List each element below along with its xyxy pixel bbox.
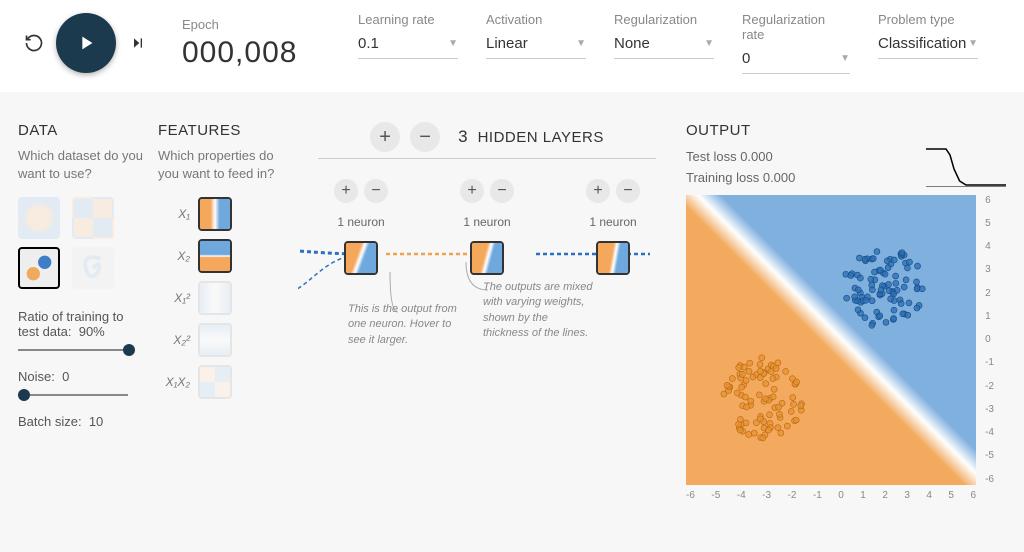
features-section: FEATURES Which properties do you want to… bbox=[158, 122, 288, 542]
output-title: OUTPUT bbox=[686, 122, 1006, 139]
feature-label: X₁ bbox=[158, 207, 190, 221]
remove-layer-button[interactable]: − bbox=[410, 122, 440, 152]
neuron-node[interactable] bbox=[470, 241, 504, 275]
hidden-layer-1: +− 1 neuron bbox=[334, 179, 388, 275]
feature-X₁²[interactable]: X₁² bbox=[158, 281, 288, 315]
param-select[interactable]: Linear▼ bbox=[486, 31, 586, 59]
param-problem-type: Problem type Classification▼ bbox=[878, 12, 978, 74]
features-title: FEATURES bbox=[158, 122, 288, 139]
dataset-picker bbox=[18, 197, 118, 289]
main: DATA Which dataset do you want to use? R… bbox=[0, 92, 1024, 552]
topbar: Epoch 000,008 Learning rate 0.1▼ Activati… bbox=[0, 0, 1024, 92]
add-neuron-button[interactable]: + bbox=[334, 179, 358, 203]
feature-label: X₁² bbox=[158, 291, 190, 305]
param-select[interactable]: 0.1▼ bbox=[358, 31, 458, 59]
hidden-layers-label: HIDDEN LAYERS bbox=[478, 129, 604, 146]
param-regularization: Regularization None▼ bbox=[614, 12, 714, 74]
feature-X₂[interactable]: X₂ bbox=[158, 239, 288, 273]
feature-node[interactable] bbox=[198, 281, 232, 315]
step-button[interactable] bbox=[122, 27, 154, 59]
feature-X₁X₂[interactable]: X₁X₂ bbox=[158, 365, 288, 399]
batch-slider[interactable]: Batch size: 10 bbox=[18, 414, 148, 429]
epoch-param: Epoch 000,008 bbox=[182, 17, 322, 70]
remove-neuron-button[interactable]: − bbox=[364, 179, 388, 203]
batch-label: Batch size: bbox=[18, 414, 82, 429]
features-question: Which properties do you want to feed in? bbox=[158, 147, 288, 183]
data-section: DATA Which dataset do you want to use? R… bbox=[18, 122, 148, 542]
ratio-slider[interactable]: Ratio of training to test data: 90% bbox=[18, 309, 148, 351]
feature-node[interactable] bbox=[198, 365, 232, 399]
neuron-count: 1 neuron bbox=[463, 215, 510, 229]
remove-neuron-button[interactable]: − bbox=[490, 179, 514, 203]
loss-chart bbox=[926, 147, 1006, 187]
hidden-layer-2: +− 1 neuron bbox=[460, 179, 514, 275]
neuron-count: 1 neuron bbox=[337, 215, 384, 229]
dataset-spiral[interactable] bbox=[72, 247, 114, 289]
output-section: OUTPUT Test loss 0.000 Training loss 0.0… bbox=[686, 122, 1006, 542]
neuron-count: 1 neuron bbox=[589, 215, 636, 229]
param-label: Activation bbox=[486, 12, 586, 27]
dataset-xor[interactable] bbox=[72, 197, 114, 239]
param-regularization-rate: Regularization rate 0▼ bbox=[742, 12, 850, 74]
hidden-layers-count: 3 bbox=[458, 127, 467, 147]
network-section: + − 3 HIDDEN LAYERS +− 1 neuron +− 1 neu… bbox=[298, 122, 676, 542]
feature-node[interactable] bbox=[198, 239, 232, 273]
feature-node[interactable] bbox=[198, 197, 232, 231]
param-label: Learning rate bbox=[358, 12, 458, 27]
feature-label: X₂ bbox=[158, 249, 190, 263]
data-title: DATA bbox=[18, 122, 148, 139]
add-neuron-button[interactable]: + bbox=[460, 179, 484, 203]
feature-node[interactable] bbox=[198, 323, 232, 357]
train-loss-value: 0.000 bbox=[763, 170, 796, 185]
layers-header: + − 3 HIDDEN LAYERS bbox=[298, 122, 676, 152]
loss-row: Test loss 0.000 Training loss 0.000 bbox=[686, 147, 1006, 189]
data-question: Which dataset do you want to use? bbox=[18, 147, 148, 183]
neuron-node[interactable] bbox=[344, 241, 378, 275]
param-label: Problem type bbox=[878, 12, 978, 27]
epoch-value: 000,008 bbox=[182, 36, 322, 70]
noise-label: Noise: bbox=[18, 369, 55, 384]
param-select[interactable]: Classification▼ bbox=[878, 31, 978, 59]
noise-value: 0 bbox=[62, 369, 69, 384]
feature-X₂²[interactable]: X₂² bbox=[158, 323, 288, 357]
epoch-label: Epoch bbox=[182, 17, 322, 32]
dataset-gauss[interactable] bbox=[18, 247, 60, 289]
remove-neuron-button[interactable]: − bbox=[616, 179, 640, 203]
ratio-label: Ratio of training to test data: bbox=[18, 309, 124, 339]
test-loss-value: 0.000 bbox=[740, 149, 773, 164]
neuron-node[interactable] bbox=[596, 241, 630, 275]
param-select[interactable]: None▼ bbox=[614, 31, 714, 59]
batch-value: 10 bbox=[89, 414, 103, 429]
callout-weights: The outputs are mixed with varying weigh… bbox=[483, 280, 593, 342]
param-select[interactable]: 0▼ bbox=[742, 46, 850, 74]
add-layer-button[interactable]: + bbox=[370, 122, 400, 152]
output-plot: 6543210-1-2-3-4-5-6 -6-5-4-3-2-10123456 bbox=[686, 195, 976, 485]
callout-neuron: This is the output from one neuron. Hove… bbox=[348, 302, 458, 348]
add-neuron-button[interactable]: + bbox=[586, 179, 610, 203]
feature-label: X₁X₂ bbox=[158, 375, 190, 389]
test-loss-label: Test loss bbox=[686, 149, 737, 164]
dataset-circle[interactable] bbox=[18, 197, 60, 239]
train-loss-label: Training loss bbox=[686, 170, 759, 185]
noise-slider[interactable]: Noise: 0 bbox=[18, 369, 148, 396]
hidden-layer-3: +− 1 neuron bbox=[586, 179, 640, 275]
reset-button[interactable] bbox=[18, 27, 50, 59]
param-label: Regularization bbox=[614, 12, 714, 27]
param-activation: Activation Linear▼ bbox=[486, 12, 586, 74]
play-button[interactable] bbox=[56, 13, 116, 73]
param-label: Regularization rate bbox=[742, 12, 850, 42]
param-learning-rate: Learning rate 0.1▼ bbox=[358, 12, 458, 74]
playback-controls bbox=[18, 13, 154, 73]
ratio-value: 90% bbox=[79, 324, 105, 339]
feature-X₁[interactable]: X₁ bbox=[158, 197, 288, 231]
feature-label: X₂² bbox=[158, 333, 190, 347]
